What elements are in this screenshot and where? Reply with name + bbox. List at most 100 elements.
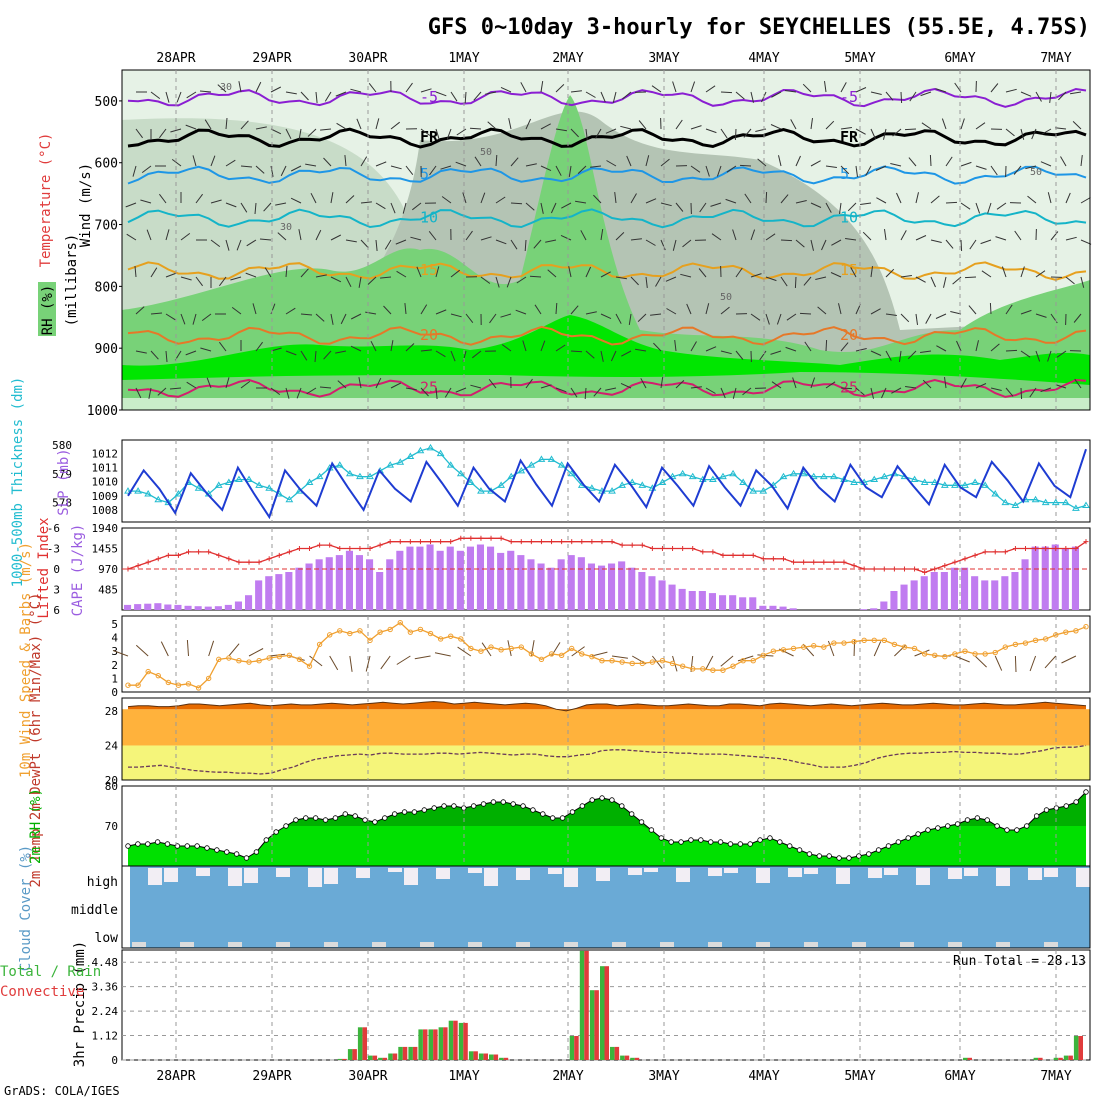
rh2m-point — [1024, 823, 1030, 829]
upper-wind-barb — [795, 155, 801, 167]
wind10-barb — [827, 640, 835, 657]
cape-bar — [406, 546, 414, 610]
thickness-point — [981, 481, 990, 488]
upper-wind-barb — [480, 192, 486, 204]
upper-wind-barb — [495, 239, 507, 245]
upper-wind-barb — [593, 387, 602, 397]
precip-convective-bar — [584, 950, 589, 1060]
wind10-barb — [329, 655, 339, 671]
cloud-gap-high — [436, 868, 450, 879]
upper-wind-barb — [1073, 313, 1082, 323]
cape-bar — [194, 606, 202, 610]
cloud-gap-low — [180, 942, 194, 947]
thickness-point — [426, 443, 435, 451]
upper-wind-barb — [165, 313, 176, 321]
precip-convective-bar — [433, 1029, 438, 1060]
wind10-point — [1042, 636, 1049, 642]
wind10-point — [932, 652, 938, 658]
lifted-index-line — [127, 537, 1087, 574]
precip-convective-bar — [1058, 1057, 1063, 1060]
wind10-barb — [396, 655, 411, 665]
precip-convective-bar — [634, 1057, 640, 1060]
upper-wind-barb — [474, 156, 482, 167]
wind10-point — [1073, 628, 1079, 634]
lifted-index-point — [952, 559, 958, 565]
cloud-gap-high — [356, 868, 370, 878]
lifted-index-point — [145, 559, 151, 565]
upper-wind-barb — [1080, 276, 1085, 288]
wind10-point — [135, 682, 141, 688]
thickness-point — [638, 481, 647, 488]
upper-wind-barb — [690, 81, 696, 93]
wind10-barb — [591, 651, 608, 657]
wind10-point — [276, 653, 282, 660]
cape-tick: 1940 — [92, 522, 119, 535]
upper-wind-barb — [759, 350, 767, 361]
precip-convective-bar — [624, 1055, 630, 1060]
rh-legend-swatch — [38, 282, 56, 336]
rh2m-point — [372, 819, 378, 825]
cape-bar — [355, 555, 363, 610]
wind10-point — [952, 651, 958, 657]
upper-wind-barb — [540, 123, 551, 130]
wind10-point — [246, 659, 252, 665]
upper-wind-barb — [915, 192, 919, 204]
precip-convective-bar — [493, 1054, 499, 1060]
rh2m-point — [856, 853, 862, 859]
upper-wind-barb — [1049, 91, 1052, 103]
cape-bar — [1031, 546, 1039, 610]
cape-tick: 485 — [98, 584, 118, 597]
cloud-gap-high — [1044, 868, 1058, 877]
wind-axis-label: Wind (m/s) — [78, 163, 94, 247]
cloud-gap-low — [276, 942, 290, 947]
wind10-tick: 5 — [111, 618, 118, 631]
rh2m-point — [135, 841, 141, 847]
rh2m-point — [510, 801, 516, 807]
cape-bar — [436, 550, 444, 610]
temp-series-line — [127, 700, 1087, 712]
cloud-gap-high — [724, 868, 738, 873]
upper-wind-barb — [825, 339, 828, 352]
cape-bar — [234, 601, 242, 610]
wind10-tick: 4 — [111, 632, 118, 645]
rh2m-point — [549, 815, 556, 821]
rh2m-point — [826, 853, 832, 859]
cape-bar — [497, 552, 505, 610]
upper-wind-barb — [922, 379, 932, 389]
cloud-gap-high — [804, 868, 818, 874]
slp-frame — [121, 439, 1091, 523]
upper-wind-barb — [547, 269, 557, 278]
cloud-row-label: low — [95, 931, 119, 946]
upper-wind-barb — [465, 313, 474, 324]
lifted-index-point — [962, 556, 968, 562]
wind10-point — [1083, 624, 1089, 630]
upper-wind-barb — [550, 202, 557, 214]
precip-total-bar — [1073, 1036, 1079, 1060]
date-label-bottom: 1MAY — [448, 1069, 479, 1084]
upper-wind-barb — [428, 230, 437, 241]
upper-wind-barb — [945, 239, 954, 249]
wind10-point — [165, 679, 172, 686]
cape-bar — [719, 595, 727, 610]
wind10-point — [427, 630, 434, 637]
upper-wind-barb — [795, 200, 807, 204]
rh2m-point — [619, 803, 625, 809]
wind10-barb — [112, 650, 129, 657]
date-label-bottom: 4MAY — [748, 1069, 779, 1084]
upper-wind-barb — [255, 165, 265, 174]
upper-wind-barb — [1055, 384, 1067, 389]
cape-bar — [507, 550, 515, 610]
upper-wind-barb — [645, 276, 648, 288]
thickness-point — [759, 487, 768, 494]
upper-wind-barb — [231, 306, 242, 315]
upper-wind-barb — [319, 386, 332, 389]
lifted-index-point — [649, 546, 655, 551]
cloud-frame — [121, 865, 1091, 949]
lifted-index-point — [942, 563, 948, 569]
cloud-row-label: high — [87, 875, 118, 890]
thickness-point — [709, 475, 717, 483]
lifted-index-point — [619, 542, 625, 548]
thickness-point — [789, 469, 798, 477]
lifted-index-point — [891, 566, 897, 572]
wind10-point — [649, 659, 656, 665]
